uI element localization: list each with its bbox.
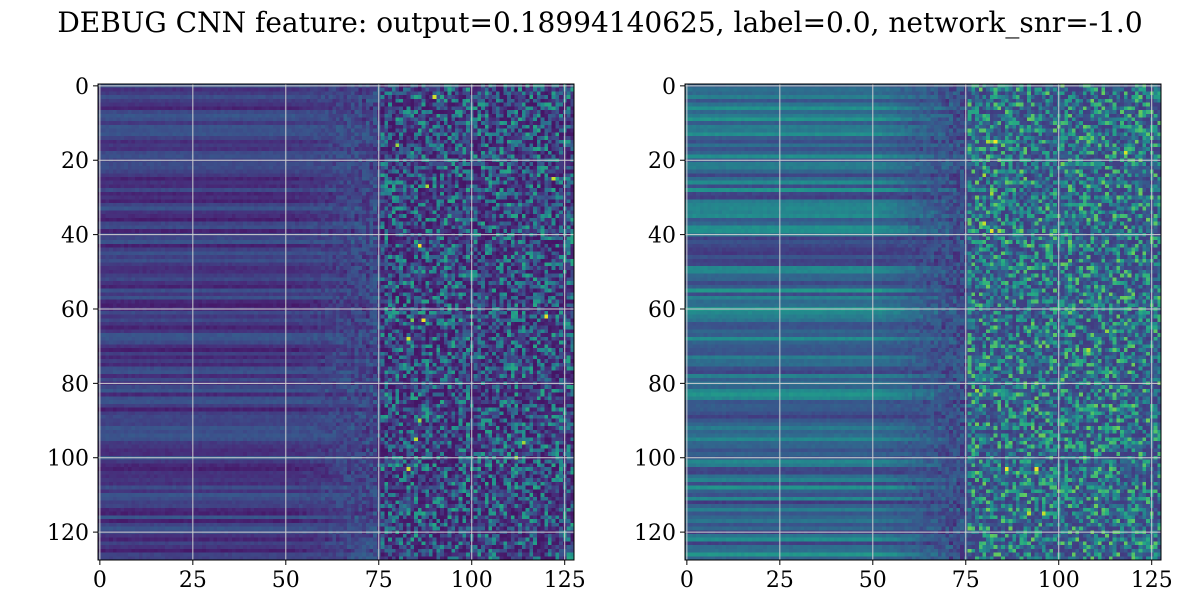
y-tick-label: 40 — [61, 224, 89, 249]
x-tick-label: 75 — [952, 568, 980, 593]
y-tick-label: 120 — [634, 521, 676, 546]
y-tick-label: 80 — [61, 372, 89, 397]
y-tick-label: 20 — [61, 149, 89, 174]
x-tick-label: 125 — [1131, 568, 1173, 593]
x-tick-label: 100 — [451, 568, 493, 593]
figure-title: DEBUG CNN feature: output=0.18994140625,… — [57, 6, 1143, 39]
y-tick-label: 100 — [634, 447, 676, 472]
x-tick-label: 25 — [766, 568, 794, 593]
x-tick-label: 75 — [365, 568, 393, 593]
x-tick-label: 50 — [272, 568, 300, 593]
y-tick-label: 60 — [61, 298, 89, 323]
x-tick-label: 100 — [1038, 568, 1080, 593]
y-tick-label: 100 — [47, 447, 89, 472]
heatmap-panel-1-image — [98, 84, 574, 560]
y-tick-label: 120 — [47, 521, 89, 546]
y-tick-label: 0 — [662, 75, 676, 100]
x-tick-label: 0 — [93, 568, 107, 593]
heatmap-panel-1-frame — [97, 83, 575, 561]
y-tick-label: 20 — [648, 149, 676, 174]
x-tick-label: 25 — [179, 568, 207, 593]
x-tick-label: 50 — [859, 568, 887, 593]
heatmap-panel-2-image — [685, 84, 1161, 560]
y-tick-label: 0 — [75, 75, 89, 100]
y-tick-label: 60 — [648, 298, 676, 323]
y-tick-label: 80 — [648, 372, 676, 397]
heatmap-panel-2-frame — [684, 83, 1162, 561]
x-tick-label: 125 — [544, 568, 586, 593]
x-tick-label: 0 — [680, 568, 694, 593]
y-tick-label: 40 — [648, 224, 676, 249]
